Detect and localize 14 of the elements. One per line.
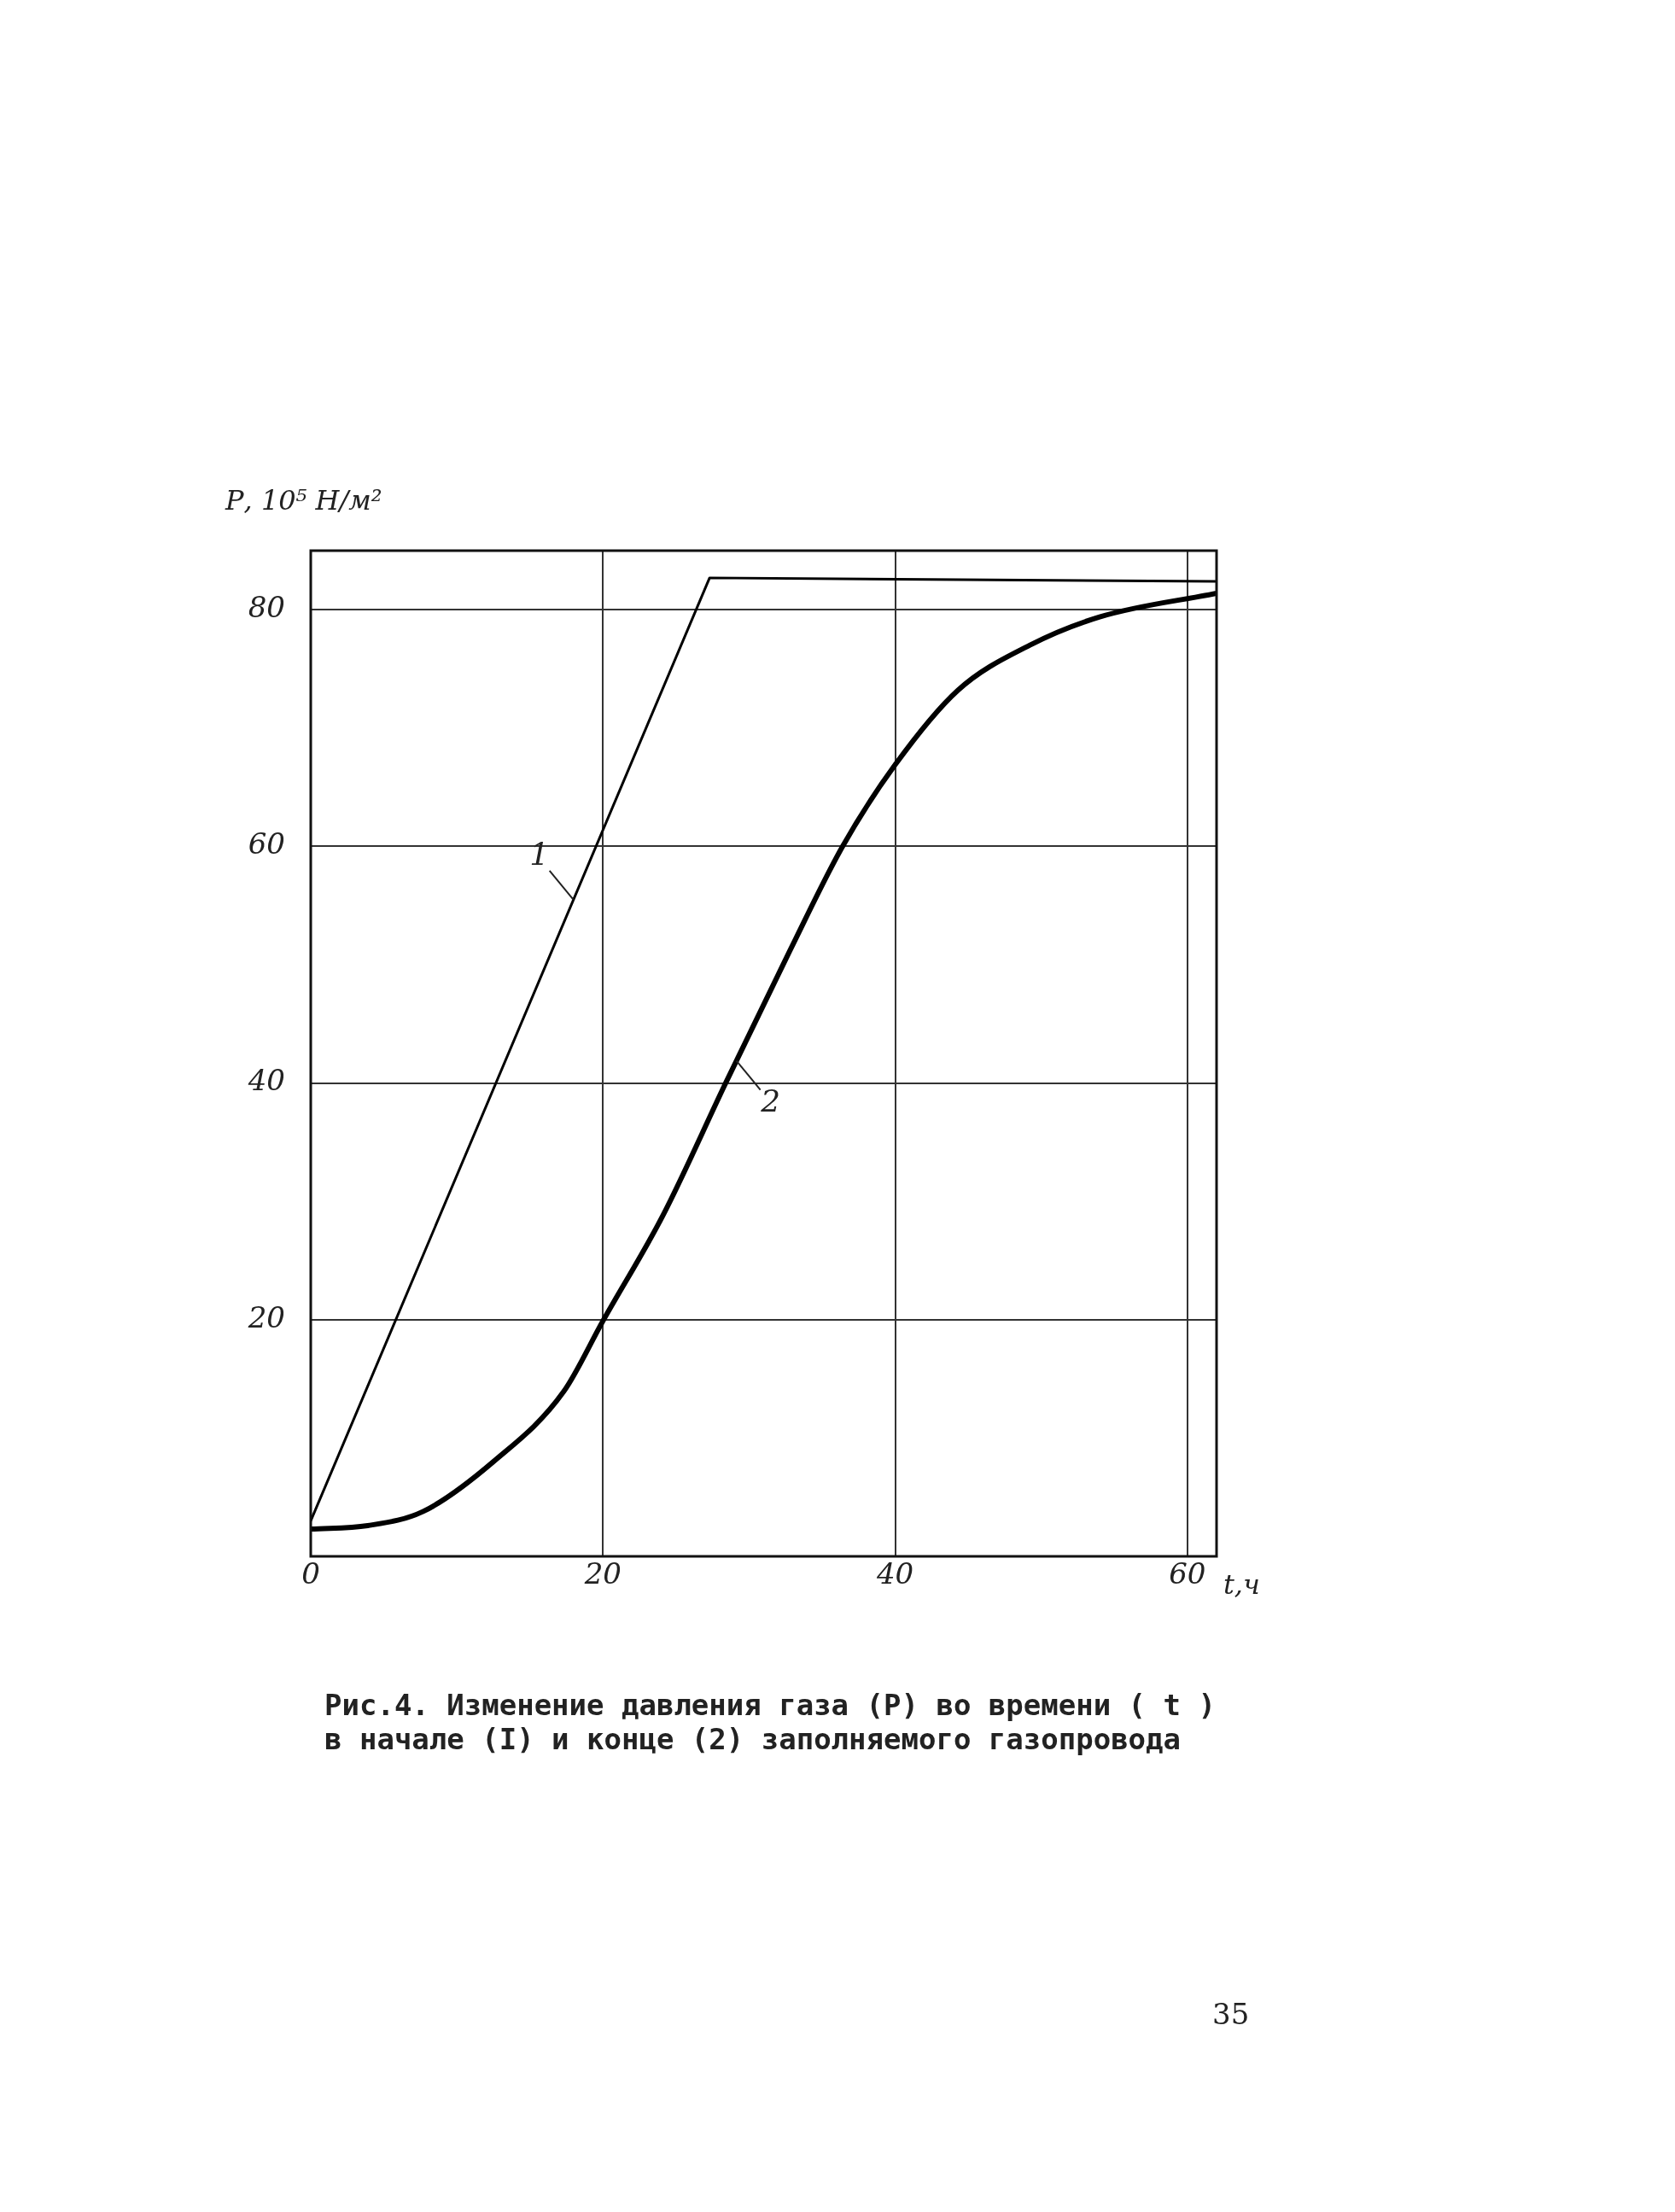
y-axis-title: Р, 10⁵ Н/м² [225,484,382,517]
y-tick-label: 60 [248,826,285,861]
series-label: 2 [760,1083,781,1118]
x-tick-label: 20 [583,1556,622,1591]
y-tick-label: 40 [247,1063,285,1098]
x-tick-label: 60 [1169,1556,1206,1591]
text: 35 [1212,1996,1250,2031]
text: Рис.4. Изменение давления газа (Р) во времени ( t ) в начале (I) и конце (2) заполняемого газопровода [324,1687,1216,1756]
series-label: 1 [529,837,550,873]
y-tick-label: 20 [247,1299,285,1334]
x-tick-label: 40 [875,1556,914,1591]
x-tick-label: 0 [301,1556,320,1591]
x-axis-title: t,ч [1223,1568,1260,1602]
y-tick-label: 80 [248,590,285,625]
